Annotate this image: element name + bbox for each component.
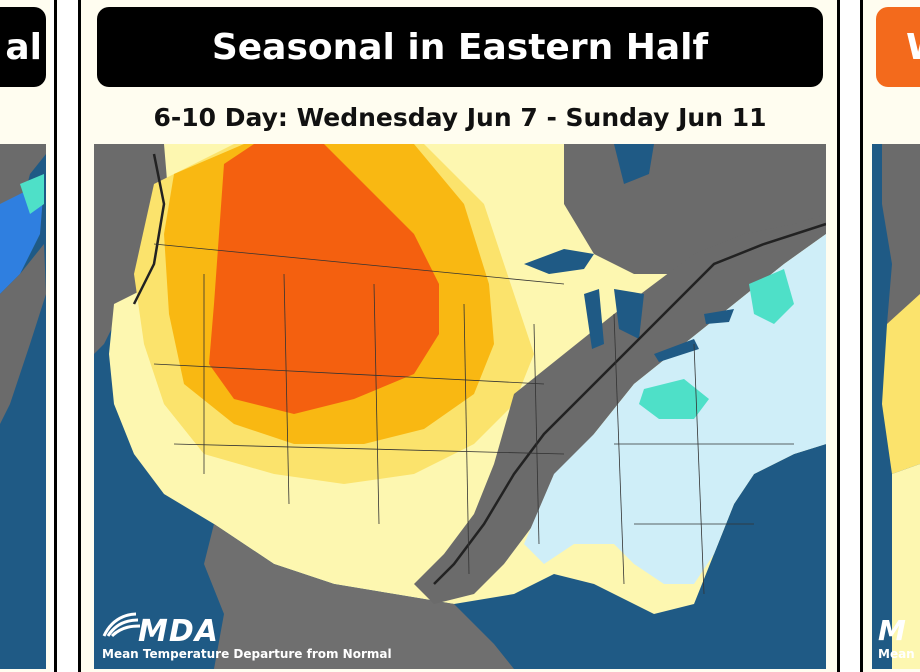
right-map-graphic — [872, 144, 920, 669]
mda-logo-mark — [102, 612, 141, 638]
left-panel-title: al — [0, 7, 46, 87]
right-map-caption: Mean — [878, 647, 915, 661]
temperature-departure-map: MDA Mean Temperature Departure from Norm… — [94, 144, 826, 669]
right-panel-map: M Mean — [872, 144, 920, 669]
map-caption: Mean Temperature Departure from Normal — [102, 647, 392, 661]
forecast-period: 6-10 Day: Wednesday Jun 7 - Sunday Jun 1… — [153, 103, 767, 132]
mda-logo: MDA — [138, 614, 219, 649]
map-graphic — [94, 144, 826, 669]
left-map-graphic — [0, 144, 46, 669]
divider-right — [860, 0, 863, 672]
right-mda-logo: M — [878, 614, 906, 647]
right-panel-title: W — [876, 7, 920, 87]
divider-main-right — [837, 0, 840, 672]
divider-left — [54, 0, 57, 672]
left-panel-map — [0, 144, 46, 669]
main-panel-title: Seasonal in Eastern Half — [97, 7, 823, 87]
divider-main-left — [78, 0, 81, 672]
